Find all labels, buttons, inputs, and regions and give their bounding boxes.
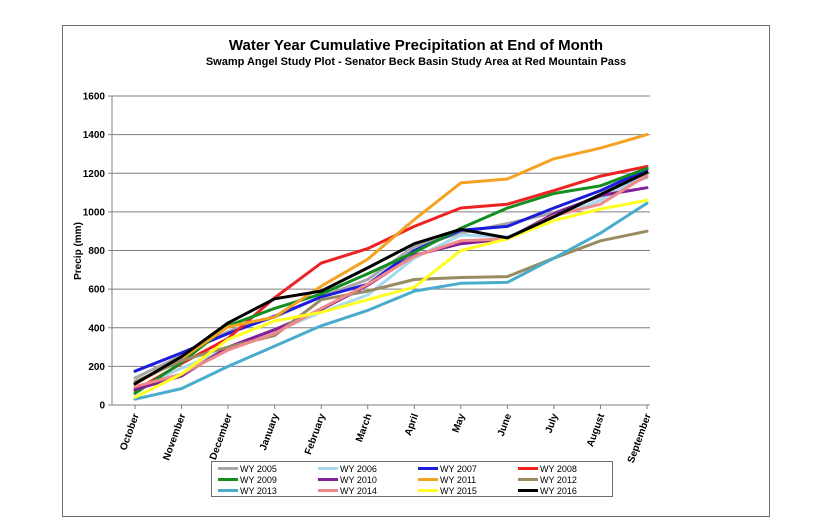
x-tick-label: January — [258, 412, 282, 452]
legend-label: WY 2007 — [440, 463, 477, 474]
legend-label: WY 2012 — [540, 474, 577, 485]
chart-subtitle: Swamp Angel Study Plot - Senator Beck Ba… — [205, 56, 627, 68]
legend-swatch — [318, 489, 338, 492]
x-tick-label: September — [626, 412, 654, 464]
legend-item-wy-2008: WY 2008 — [518, 463, 577, 474]
series-line-wy-2007 — [133, 167, 649, 373]
y-tick-label: 200 — [88, 362, 105, 373]
legend-swatch — [318, 467, 338, 470]
series-line-wy-2015 — [133, 198, 649, 399]
series-line-wy-2016 — [133, 170, 649, 386]
chart-frame — [62, 25, 770, 517]
legend-item-wy-2006: WY 2006 — [318, 463, 377, 474]
legend-swatch — [318, 478, 338, 481]
x-tick-label: July — [544, 412, 561, 435]
legend-swatch — [218, 467, 238, 470]
legend-swatch — [218, 489, 238, 492]
y-tick-label: 400 — [88, 323, 105, 334]
y-tick-label: 1600 — [83, 92, 106, 103]
legend-swatch — [518, 489, 538, 492]
legend-swatch — [418, 489, 438, 492]
legend-label: WY 2014 — [340, 485, 377, 496]
series-line-wy-2013 — [133, 201, 649, 401]
legend-item-wy-2005: WY 2005 — [218, 463, 277, 474]
legend-item-wy-2015: WY 2015 — [418, 485, 477, 496]
legend-swatch — [418, 478, 438, 481]
y-tick-label: 800 — [88, 246, 105, 257]
series-lines — [133, 133, 649, 401]
legend-item-wy-2013: WY 2013 — [218, 485, 277, 496]
legend-item-wy-2010: WY 2010 — [318, 474, 377, 485]
legend-label: WY 2010 — [340, 474, 377, 485]
x-tick-label: October — [118, 412, 141, 452]
legend-label: WY 2006 — [340, 463, 377, 474]
legend-item-wy-2014: WY 2014 — [318, 485, 377, 496]
y-tick-label: 1000 — [83, 207, 106, 218]
legend: WY 2005 WY 2006 WY 2007 WY 2008 WY 2009 WY 20… — [211, 461, 613, 497]
x-tick-label: December — [208, 412, 235, 461]
series-line-wy-2011 — [133, 133, 649, 386]
legend-swatch — [518, 467, 538, 470]
x-tick-label: April — [403, 412, 421, 437]
x-tick-label: June — [496, 412, 514, 438]
y-axis-title: Precip (mm) — [73, 222, 84, 280]
y-tick-label: 1200 — [83, 169, 106, 180]
legend-item-wy-2016: WY 2016 — [518, 485, 577, 496]
x-tick-label: August — [585, 412, 607, 449]
legend-label: WY 2005 — [240, 463, 277, 474]
legend-label: WY 2016 — [540, 485, 577, 496]
y-tick-label: 600 — [88, 285, 105, 296]
legend-label: WY 2008 — [540, 463, 577, 474]
legend-label: WY 2013 — [240, 485, 277, 496]
legend-swatch — [218, 478, 238, 481]
legend-item-wy-2007: WY 2007 — [418, 463, 477, 474]
x-tick-label: March — [354, 412, 374, 443]
legend-label: WY 2011 — [440, 474, 477, 485]
chart-title: Water Year Cumulative Precipitation at E… — [228, 37, 604, 54]
legend-item-wy-2012: WY 2012 — [518, 474, 577, 485]
legend-item-wy-2009: WY 2009 — [218, 474, 277, 485]
x-tick-label: May — [451, 412, 468, 434]
legend-item-wy-2011: WY 2011 — [418, 474, 476, 485]
x-tick-label: November — [161, 412, 188, 462]
y-tick-label: 0 — [99, 401, 105, 412]
legend-swatch — [418, 467, 438, 470]
legend-label: WY 2015 — [440, 485, 477, 496]
legend-label: WY 2009 — [240, 474, 277, 485]
x-tick-label: February — [303, 412, 328, 456]
legend-swatch — [518, 478, 538, 481]
y-tick-label: 1400 — [83, 130, 106, 141]
